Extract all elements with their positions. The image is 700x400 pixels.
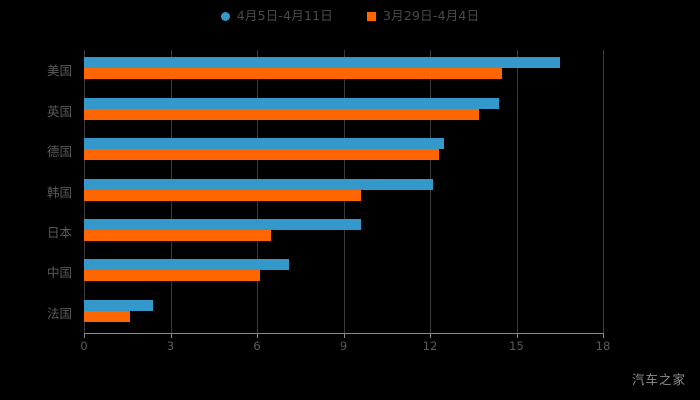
legend-swatch-square-icon	[367, 11, 376, 21]
x-tick-label: 0	[80, 339, 88, 353]
x-tick-mark	[430, 333, 431, 338]
x-tick-label: 12	[422, 339, 438, 353]
bar	[84, 270, 260, 282]
watermark: 汽车之家	[631, 372, 686, 387]
bar	[84, 218, 361, 230]
y-tick-label: 英国	[46, 103, 72, 119]
bar	[84, 108, 480, 120]
x-tick-label: 15	[509, 339, 524, 353]
x-tick-mark	[516, 333, 518, 338]
y-tick-label: 法国	[46, 305, 72, 321]
y-tick-label: 美国	[46, 63, 72, 79]
y-axis-labels: 美国英国德国韩国日本中国法国	[0, 50, 72, 333]
legend-item-1[interactable]: 3月29日-4月4日	[367, 8, 480, 23]
y-tick-label: 德国	[46, 144, 72, 160]
x-tick-mark	[257, 333, 258, 338]
legend-item-0[interactable]: 4月5日-4月11日	[220, 8, 333, 23]
legend-label-1: 3月29日-4月4日	[383, 8, 480, 23]
legend-label-0: 4月5日-4月11日	[236, 8, 333, 23]
bar	[84, 259, 289, 271]
bar	[84, 178, 433, 190]
bar	[84, 138, 445, 150]
plot-area	[84, 50, 604, 333]
legend-swatch-circle-icon	[220, 11, 230, 21]
x-tick-label: 9	[339, 339, 348, 353]
bar	[84, 189, 361, 201]
bar	[84, 149, 439, 161]
bar	[84, 229, 272, 241]
bar	[84, 68, 503, 80]
bar	[84, 299, 154, 311]
x-tick-label: 6	[253, 339, 261, 353]
x-tick-label: 18	[595, 339, 611, 353]
x-tick-label: 3	[166, 339, 175, 353]
y-tick-label: 中国	[46, 265, 72, 281]
x-gridline	[430, 50, 431, 333]
chart-legend: 4月5日-4月11日 3月29日-4月4日	[0, 8, 700, 23]
x-tick-mark	[343, 333, 345, 338]
x-tick-mark	[170, 333, 172, 338]
x-tick-mark	[603, 333, 604, 338]
bar	[84, 97, 500, 109]
x-tick-mark	[84, 333, 85, 338]
bar	[84, 57, 560, 69]
y-tick-label: 韩国	[46, 184, 72, 200]
x-gridline	[516, 50, 518, 333]
x-gridline	[603, 50, 604, 333]
bar	[84, 310, 131, 322]
y-tick-label: 日本	[46, 224, 72, 240]
